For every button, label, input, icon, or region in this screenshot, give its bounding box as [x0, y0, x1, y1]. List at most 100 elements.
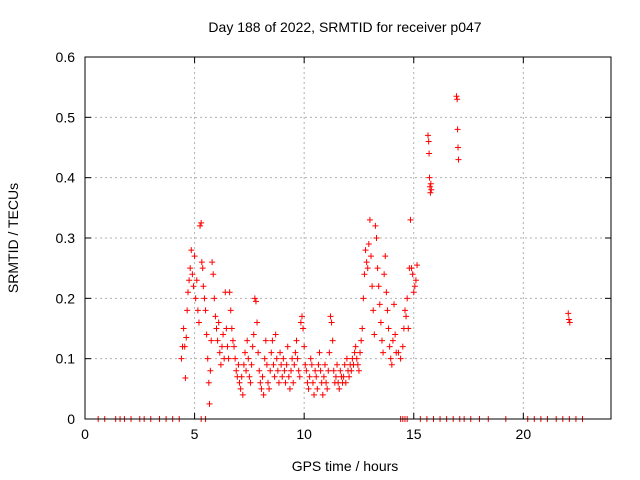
data-point — [216, 349, 223, 356]
data-point — [226, 289, 233, 296]
data-point — [189, 271, 196, 278]
data-point — [246, 373, 253, 380]
data-point — [295, 367, 302, 374]
data-point — [272, 331, 279, 338]
ticks-layer — [84, 56, 611, 420]
data-point — [180, 325, 187, 332]
data-point — [336, 385, 343, 392]
data-point — [401, 307, 408, 314]
data-point — [314, 385, 321, 392]
data-point — [273, 355, 280, 362]
data-point — [204, 355, 211, 362]
data-point — [187, 265, 194, 272]
data-point — [375, 283, 382, 290]
data-point — [210, 271, 217, 278]
data-point — [190, 283, 197, 290]
x-tick-label: 5 — [191, 426, 199, 442]
data-point — [566, 319, 573, 326]
data-point — [285, 373, 292, 380]
data-point — [362, 247, 369, 254]
data-point — [384, 307, 391, 314]
data-point — [240, 361, 247, 368]
data-point — [215, 319, 222, 326]
data-point — [305, 385, 312, 392]
data-point — [357, 349, 364, 356]
data-point — [249, 343, 256, 350]
data-point — [388, 361, 395, 368]
data-point — [320, 373, 327, 380]
data-point — [213, 325, 220, 332]
data-point — [302, 361, 309, 368]
data-point — [254, 319, 261, 326]
data-point — [296, 373, 303, 380]
data-point — [342, 379, 349, 386]
data-point — [425, 138, 432, 145]
x-tick-label: 15 — [406, 426, 422, 442]
data-point — [353, 355, 360, 362]
data-point — [278, 361, 285, 368]
data-point — [255, 349, 262, 356]
data-point — [231, 343, 238, 350]
data-point — [327, 313, 334, 320]
data-point — [355, 367, 362, 374]
data-point — [313, 373, 320, 380]
data-point — [297, 319, 304, 326]
data-point — [267, 367, 274, 374]
x-tick-label: 10 — [296, 426, 312, 442]
data-point — [348, 367, 355, 374]
data-point — [301, 343, 308, 350]
data-point — [359, 325, 366, 332]
data-point — [454, 126, 461, 133]
data-point — [360, 295, 367, 302]
data-point — [376, 301, 383, 308]
data-point — [201, 295, 208, 302]
data-point — [197, 222, 204, 229]
data-point — [315, 361, 322, 368]
chart-title: Day 188 of 2022, SRMTID for receiver p04… — [208, 19, 481, 35]
data-point — [369, 283, 376, 290]
data-point — [233, 367, 240, 374]
points-layer — [95, 93, 586, 422]
data-point — [397, 355, 404, 362]
data-point — [257, 379, 264, 386]
data-point — [191, 253, 198, 260]
data-point — [200, 283, 207, 290]
data-point — [304, 379, 311, 386]
data-point — [329, 337, 336, 344]
data-point — [268, 349, 275, 356]
data-point — [232, 355, 239, 362]
data-point — [183, 334, 190, 341]
data-point — [184, 307, 191, 314]
data-point — [283, 361, 290, 368]
data-point — [427, 189, 434, 196]
data-point — [385, 325, 392, 332]
data-point — [269, 337, 276, 344]
data-point — [224, 343, 231, 350]
data-point — [262, 337, 269, 344]
data-point — [337, 367, 344, 374]
data-point — [265, 379, 272, 386]
data-point — [341, 361, 348, 368]
data-point — [374, 265, 381, 272]
data-point — [426, 183, 433, 190]
data-point — [455, 156, 462, 163]
y-tick-label: 0 — [67, 411, 75, 427]
data-point — [405, 325, 412, 332]
data-point — [288, 367, 295, 374]
data-point — [245, 355, 252, 362]
data-point — [410, 289, 417, 296]
data-point — [399, 343, 406, 350]
data-point — [380, 349, 387, 356]
y-tick-label: 0.5 — [56, 109, 76, 125]
data-point — [186, 277, 193, 284]
data-point — [251, 295, 258, 302]
data-point — [334, 361, 341, 368]
data-point — [321, 361, 328, 368]
data-point — [414, 262, 421, 269]
data-point — [202, 307, 209, 314]
data-point — [453, 93, 460, 100]
data-point — [319, 391, 326, 398]
data-point — [212, 313, 219, 320]
data-point — [261, 355, 268, 362]
